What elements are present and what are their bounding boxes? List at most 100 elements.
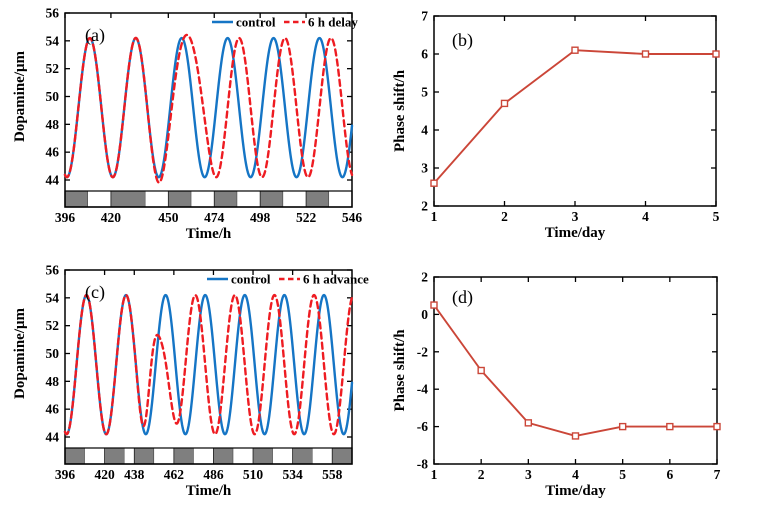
plot-frame	[64, 12, 353, 208]
legend: control 6 h delay	[212, 15, 358, 30]
legend-label: 6 h delay	[308, 15, 358, 30]
x-tick-label: 2	[501, 209, 508, 224]
x-tick-label: 534	[282, 467, 303, 482]
data-point-marker	[477, 366, 485, 375]
dark-phase-segment	[213, 447, 234, 465]
light-phase-segment	[237, 191, 261, 207]
light-phase-segment	[283, 191, 307, 207]
y-tick-label: -2	[417, 344, 428, 359]
y-tick-label: 46	[46, 402, 60, 417]
x-tick-label: 462	[164, 467, 185, 482]
data-point-marker	[712, 50, 720, 58]
dark-phase-segment	[104, 447, 125, 465]
panel-label: (a)	[85, 25, 105, 46]
y-tick-label: 56	[46, 6, 60, 21]
y-tick-label: 48	[46, 374, 60, 389]
light-phase-segment	[233, 448, 254, 464]
data-point-marker	[430, 179, 438, 187]
x-tick-label: 6	[666, 467, 673, 482]
dark-phase-segment	[292, 447, 313, 465]
y-tick-label: 2	[421, 270, 428, 285]
y-tick-label: 50	[46, 89, 60, 104]
x-axis-label: Time/h	[186, 226, 232, 242]
x-tick-label: 486	[203, 467, 224, 482]
y-tick-label: 6	[421, 47, 428, 62]
panel-d: -8 -6 -4 -2 0 2 1 2 3 4 5 6 7 (d) Time/day Phase shift/…	[392, 270, 721, 499]
dark-phase-segment	[173, 447, 195, 465]
x-tick-label: 1	[431, 467, 438, 482]
panel-label: (c)	[85, 282, 105, 303]
x-tick-label: 522	[296, 210, 317, 225]
x-tick-label: 546	[342, 210, 363, 225]
y-axis-label: Phase shift/h	[392, 329, 408, 412]
data-point-marker	[666, 422, 674, 431]
data-point-marker	[571, 432, 580, 440]
x-tick-label: 4	[572, 467, 579, 482]
x-tick-label: 396	[55, 210, 76, 225]
shifted-curve	[63, 33, 354, 184]
y-tick-label: -8	[417, 457, 428, 472]
y-tick-label: 52	[46, 318, 60, 333]
photoperiod-bar	[64, 190, 353, 208]
x-tick-label: 420	[101, 210, 122, 225]
y-tick-label: 54	[46, 33, 60, 48]
y-tick-label: 2	[421, 199, 428, 214]
x-tick-label: 474	[204, 210, 225, 225]
x-tick-label: 498	[250, 210, 271, 225]
x-tick-label: 396	[55, 467, 76, 482]
x-tick-label: 3	[525, 467, 532, 482]
data-point-marker	[713, 422, 721, 431]
data-point-marker	[641, 50, 650, 58]
y-tick-label: 5	[421, 85, 428, 100]
legend-label: control	[231, 272, 271, 287]
dark-phase-segment	[64, 447, 86, 465]
data-point-marker	[430, 301, 438, 309]
data-point-marker	[618, 422, 627, 431]
light-phase-segment	[145, 191, 169, 207]
panel-c: 44 46 48 50 52 54 56 396 420 438 462 486 510 534 558 co…	[12, 263, 369, 500]
x-tick-label: 3	[572, 209, 579, 224]
y-tick-label: 7	[421, 9, 428, 24]
dark-phase-segment	[167, 190, 192, 208]
light-phase-segment	[329, 191, 352, 207]
plot-frame	[433, 15, 717, 207]
x-tick-label: 2	[478, 467, 485, 482]
x-tick-label: 558	[322, 467, 343, 482]
light-phase-segment	[312, 448, 333, 464]
x-axis-label: Time/day	[545, 225, 606, 241]
y-tick-label: 48	[46, 117, 60, 132]
y-tick-label: 44	[46, 173, 60, 188]
y-tick-label: 0	[421, 307, 428, 322]
shifted-curve	[63, 293, 354, 436]
dark-phase-segment	[259, 190, 284, 208]
x-tick-label: 1	[431, 209, 438, 224]
y-tick-label: 50	[46, 346, 60, 361]
y-tick-label: 44	[46, 430, 60, 445]
dark-phase-segment	[305, 190, 330, 208]
legend-label: control	[236, 15, 276, 30]
y-tick-label: 4	[421, 123, 428, 138]
x-tick-label: 4	[642, 209, 649, 224]
light-phase-segment	[84, 448, 105, 464]
y-tick-label: 3	[421, 161, 428, 176]
data-point-marker	[524, 419, 533, 427]
y-axis-label: Dopamine/μm	[12, 50, 28, 142]
y-tick-label: 52	[46, 61, 60, 76]
light-phase-segment	[87, 191, 111, 207]
y-tick-label: 54	[46, 290, 60, 305]
y-tick-label: -6	[417, 419, 428, 434]
light-phase-segment	[154, 448, 174, 464]
dark-phase-segment	[64, 190, 89, 208]
dark-phase-segment	[252, 447, 274, 465]
x-tick-label: 420	[94, 467, 115, 482]
x-tick-label: 438	[124, 467, 145, 482]
x-tick-label: 510	[243, 467, 264, 482]
panel-a: 44 46 48 50 52 54 56 396 420 450 474 498 522 546 contr…	[12, 6, 362, 243]
x-tick-label: 450	[158, 210, 179, 225]
y-axis-label: Phase shift/h	[392, 69, 408, 152]
light-phase-segment	[124, 448, 135, 464]
phase-shift-line	[433, 49, 716, 184]
